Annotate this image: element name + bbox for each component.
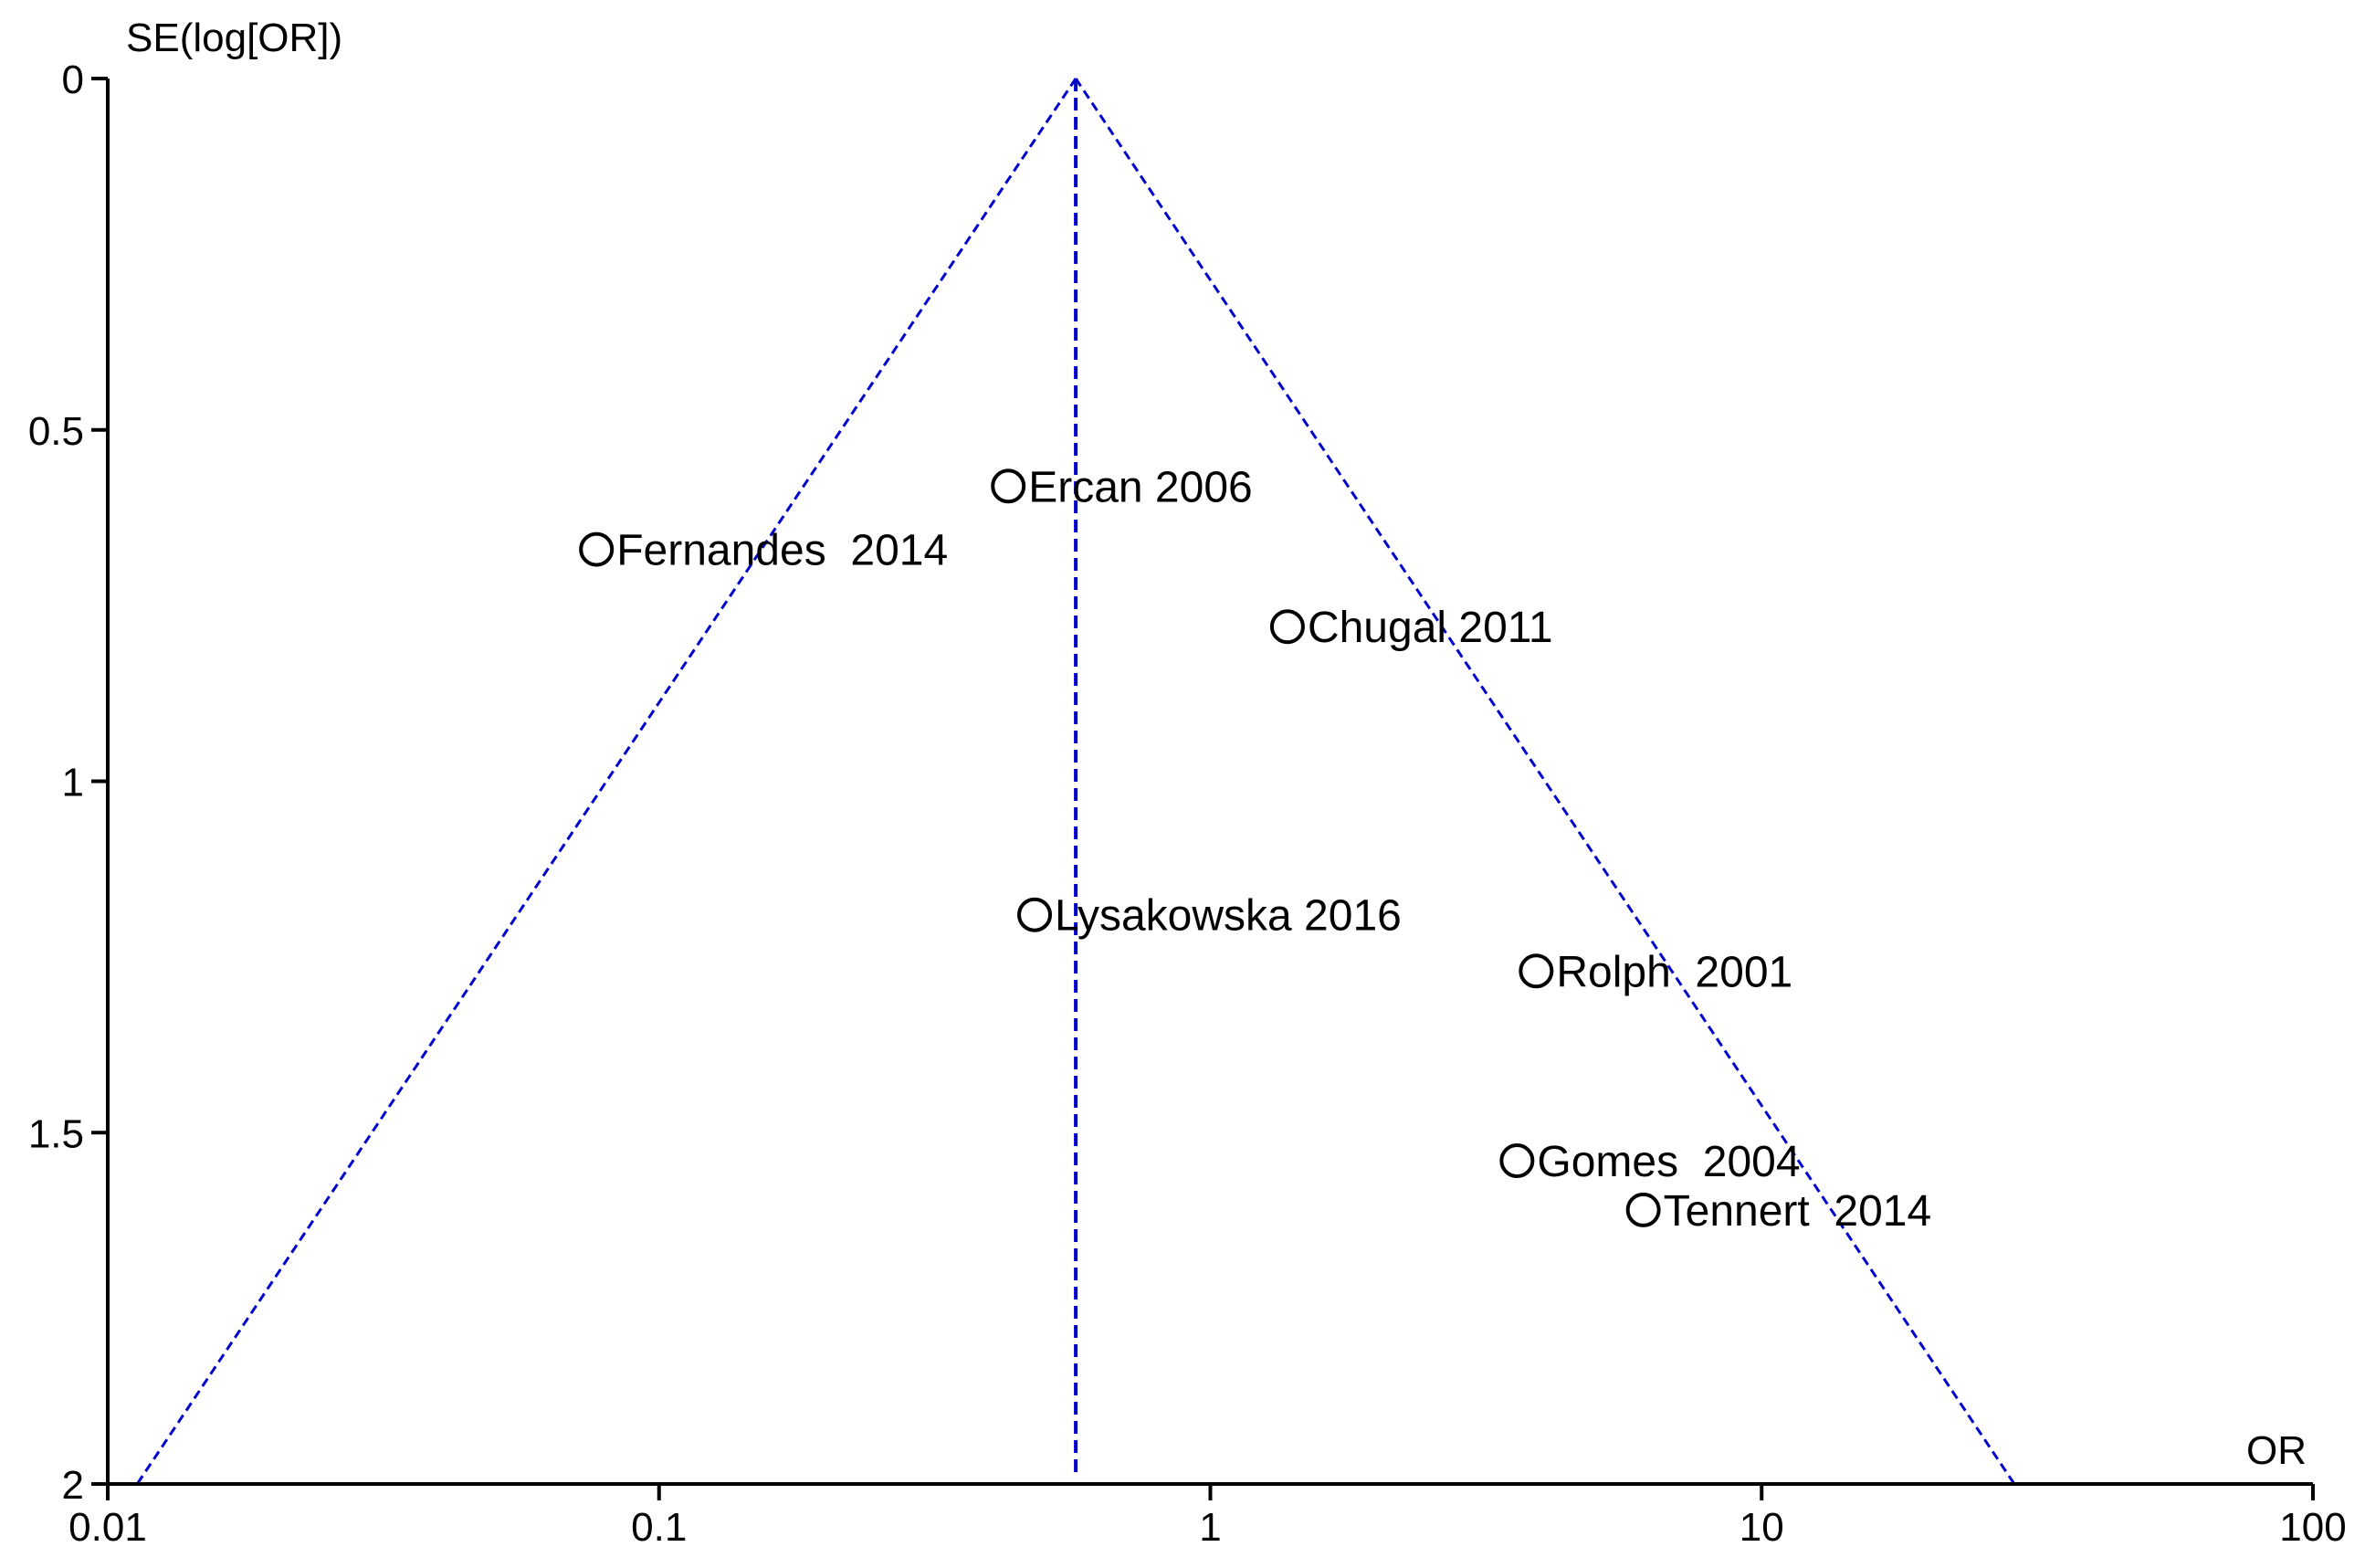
x-axis-label: OR [2246,1428,2307,1473]
y-axis-ticks: 0 0.5 1 1.5 2 [28,58,108,1508]
study-label: Lysakowska 2016 [1055,892,1402,941]
study-point [1017,897,1053,932]
y-tick-label: 0.5 [28,409,84,454]
y-axis-label: SE(log[OR]) [126,16,342,60]
study-point [1625,1192,1661,1227]
pseudo-confidence-limits [136,78,2016,1485]
study-label: Fernandes 2014 [616,527,948,575]
study-point [579,531,615,567]
x-tick-label: 1 [1199,1505,1221,1550]
study-label: Ercan 2006 [1028,463,1253,511]
study-label: Chugal 2011 [1308,604,1553,652]
study-label: Tennert 2014 [1664,1187,1932,1236]
x-tick-label: 100 [2279,1505,2346,1550]
y-tick-label: 0 [62,58,84,102]
x-tick-label: 0.1 [631,1505,687,1550]
y-tick-label: 2 [62,1463,84,1508]
y-tick-label: 1 [62,761,84,805]
study-label: Rolph 2001 [1556,948,1792,996]
axes [106,79,2313,1486]
study-point [1499,1143,1535,1179]
x-axis-ticks: 0.01 0.1 1 10 100 [68,1484,2347,1550]
x-tick-label: 0.01 [68,1505,147,1550]
study-point [991,468,1026,504]
lower-ci-line [136,78,1077,1485]
study-point [1519,953,1554,989]
x-tick-label: 10 [1740,1505,1784,1550]
study-points: Ercan 2006 Fernandes 2014 Chugal 2011 Lysak… [579,463,1932,1236]
study-label: Gomes 2004 [1537,1138,1800,1186]
upper-ci-line [1074,78,2016,1485]
study-point [1269,609,1305,645]
y-tick-label: 1.5 [28,1111,84,1156]
